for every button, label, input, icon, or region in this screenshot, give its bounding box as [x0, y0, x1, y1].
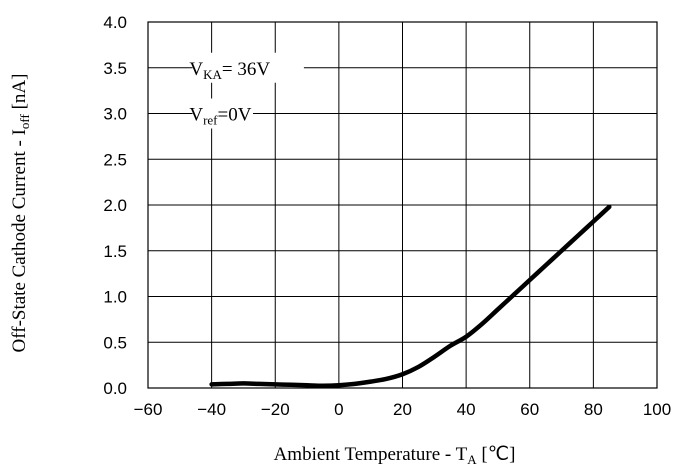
y-axis-title-subscript: off: [17, 114, 32, 130]
x-axis-title-unit: [℃]: [477, 444, 516, 465]
x-axis-title-subscript: A: [467, 452, 477, 466]
y-tick-label: 3.5: [103, 59, 127, 78]
y-tick-label: 2.0: [103, 196, 127, 215]
plot-frame: [147, 21, 658, 389]
annotation-text: Vref=0V: [189, 105, 251, 128]
y-tick-label: 1.0: [103, 288, 127, 307]
y-tick-label: 1.5: [103, 242, 127, 261]
annotation-layer: VKA= 36V Vref=0V: [189, 52, 304, 129]
x-tick-label: 100: [643, 400, 671, 419]
y-tick-label: 0.0: [103, 379, 127, 398]
annotation-background: [192, 98, 253, 129]
annotation-text: VKA= 36V: [189, 59, 270, 82]
x-tick-label: −60: [134, 400, 163, 419]
x-axis-title-main: Ambient Temperature - T: [274, 444, 468, 465]
tick-label-layer: −60 −40 −20 0 20 40 60 80 100 0.0 0.5 1.0 1.5 2.0 2.5 3…: [103, 13, 671, 419]
y-axis-title-unit: [nA]: [9, 74, 30, 115]
y-tick-label: 0.5: [103, 333, 127, 352]
y-axis-title-main: Off-State Cathode Current - I: [9, 129, 30, 352]
x-tick-label: 80: [584, 400, 603, 419]
grid-layer: [148, 22, 657, 388]
x-tick-label: −20: [261, 400, 290, 419]
y-tick-label: 3.0: [103, 105, 127, 124]
series-layer: [209, 204, 612, 388]
y-tick-label: 4.0: [103, 13, 127, 32]
x-tick-label: 60: [520, 400, 539, 419]
x-tick-label: 40: [457, 400, 476, 419]
x-tick-label: −40: [197, 400, 226, 419]
series-line: [209, 204, 612, 388]
x-tick-label: 0: [334, 400, 343, 419]
y-tick-label: 2.5: [103, 150, 127, 169]
x-tick-label: 20: [393, 400, 412, 419]
y-axis-title: Off-State Cathode Current - Ioff [nA]: [9, 74, 32, 353]
annotation-background: [192, 52, 304, 83]
x-axis-title: Ambient Temperature - TA [℃]: [274, 444, 516, 466]
